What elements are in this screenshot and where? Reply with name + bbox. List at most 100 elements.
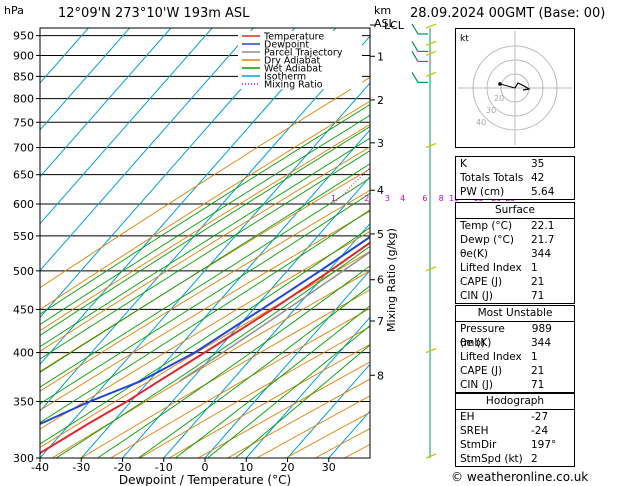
pressure-tick-label: 650 <box>13 169 34 182</box>
dry-adiabat <box>139 326 370 458</box>
mixing-ratio-axis-title: Mixing Ratio (g/kg) <box>385 228 398 332</box>
unstable-row: Lifted Index 1 <box>460 351 538 363</box>
height-tick-label: 8 <box>377 369 384 382</box>
mixing-ratio-label: 10 <box>449 194 459 203</box>
hodo-unit-label: kt <box>460 34 469 44</box>
mixing-ratio-label: 3 <box>385 194 390 203</box>
wet-adiabat <box>40 192 370 405</box>
pressure-tick-label: 550 <box>13 230 34 243</box>
temperature-tick-label: -40 <box>31 461 49 474</box>
isotherm <box>163 222 370 458</box>
temperature-tick-label: 10 <box>239 461 253 474</box>
hodo-trace <box>514 82 531 91</box>
wet-adiabat <box>40 226 370 445</box>
isotherm <box>40 28 131 131</box>
wind-barb <box>411 71 437 83</box>
surface-row: Lifted Index 1 <box>460 262 538 274</box>
most-unstable-table: Most Unstable Pressure (mb) 989 θe (K) 344… <box>455 305 575 393</box>
mixing-ratio-label: 1 <box>331 194 336 203</box>
surface-row: Temp (°C) 22.1 <box>460 220 555 232</box>
pressure-tick-label: 400 <box>13 347 34 360</box>
wet-adiabat <box>96 265 370 458</box>
hodo-ring-label-3: 40 <box>476 118 486 127</box>
legend-label: Temperature <box>263 32 324 43</box>
height-tick-label: 6 <box>377 274 384 287</box>
hodo-ring-label-1: 20 <box>494 94 504 103</box>
pressure-tick-label: 900 <box>13 49 34 62</box>
wind-barb <box>425 142 437 149</box>
temperature-tick-label: 0 <box>202 461 209 474</box>
location-title: 12°09'N 273°10'W 193m ASL <box>58 6 250 21</box>
hodo-row: StmDir 197° <box>460 439 557 451</box>
isotherm <box>40 35 370 412</box>
wet-adiabat <box>206 325 370 458</box>
pressure-tick-label: 500 <box>13 265 34 278</box>
wet-adiabat <box>40 125 370 336</box>
km-unit-label: km <box>374 4 392 17</box>
height-tick-label: 5 <box>377 228 384 241</box>
isotherm <box>40 28 337 366</box>
wind-barb <box>411 50 437 63</box>
wet-adiabat <box>40 209 370 424</box>
temperature-tick-label: 30 <box>322 461 336 474</box>
temperature-line <box>40 241 370 455</box>
wet-adiabat <box>40 177 370 388</box>
surface-row: Dewp (°C) 21.7 <box>460 234 555 246</box>
wet-adiabat <box>40 163 370 373</box>
mixing-ratio-label: 6 <box>422 194 427 203</box>
wind-barb <box>425 453 437 459</box>
surface-row: CAPE (J) 21 <box>460 276 545 288</box>
dry-adiabat <box>40 168 370 372</box>
isotherm <box>40 28 254 272</box>
dry-adiabat <box>80 289 370 458</box>
dry-adiabat <box>40 146 370 352</box>
wind-barb <box>425 266 437 272</box>
dry-adiabat <box>40 123 370 332</box>
dry-adiabat <box>40 250 370 449</box>
wet-adiabat <box>55 245 370 458</box>
pressure-tick-label: 300 <box>13 452 34 465</box>
wet-adiabat <box>40 103 370 315</box>
background-lines <box>40 28 370 458</box>
wind-barb <box>411 23 437 35</box>
temperature-tick-label: 20 <box>281 461 295 474</box>
surface-title: Surface <box>456 203 574 219</box>
temperature-tick-label: -30 <box>72 461 90 474</box>
dry-adiabat <box>40 231 370 430</box>
mixing-ratio-label: 8 <box>439 194 444 203</box>
hodograph-table: Hodograph EH -27 SREH -24 StmDir 197° StmSp… <box>455 393 575 467</box>
hodo-table-title: Hodograph <box>456 394 574 410</box>
wet-adiabat <box>40 150 370 360</box>
temperature-tick-label: -20 <box>114 461 132 474</box>
hodo-storm-marker <box>498 82 502 86</box>
unstable-row: CAPE (J) 21 <box>460 365 545 377</box>
pressure-tick-label: 850 <box>13 70 34 83</box>
unstable-title: Most Unstable <box>456 306 574 322</box>
hodo-row: StmSpd (kt) 2 <box>460 453 538 465</box>
isotherm <box>287 363 370 458</box>
legend-label: Parcel Trajectory <box>264 48 343 59</box>
pressure-tick-label: 600 <box>13 198 34 211</box>
height-tick-label: 4 <box>377 184 384 197</box>
pressure-tick-label: 800 <box>13 93 34 106</box>
height-tick-label: 2 <box>377 94 384 107</box>
isotherm <box>122 175 370 458</box>
isotherm <box>80 129 370 458</box>
isotherm <box>40 28 296 319</box>
indices-table: K 35 Totals Totals 42 PW (cm) 5.64 <box>455 156 575 200</box>
asl-unit-label: ASL <box>374 17 395 30</box>
legend-label: Dewpoint <box>264 40 309 51</box>
wind-barb <box>425 347 437 354</box>
surface-row: CIN (J) 71 <box>460 290 545 302</box>
isotherm <box>40 28 172 178</box>
unstable-row: θe (K) 344 <box>460 337 552 349</box>
wet-adiabat <box>40 114 370 326</box>
wet-adiabat <box>137 285 370 458</box>
pressure-tick-label: 950 <box>13 30 34 43</box>
dry-adiabat <box>40 189 370 392</box>
profile-lines <box>40 235 370 455</box>
unstable-row: CIN (J) 71 <box>460 379 545 391</box>
dry-adiabat <box>168 343 370 458</box>
